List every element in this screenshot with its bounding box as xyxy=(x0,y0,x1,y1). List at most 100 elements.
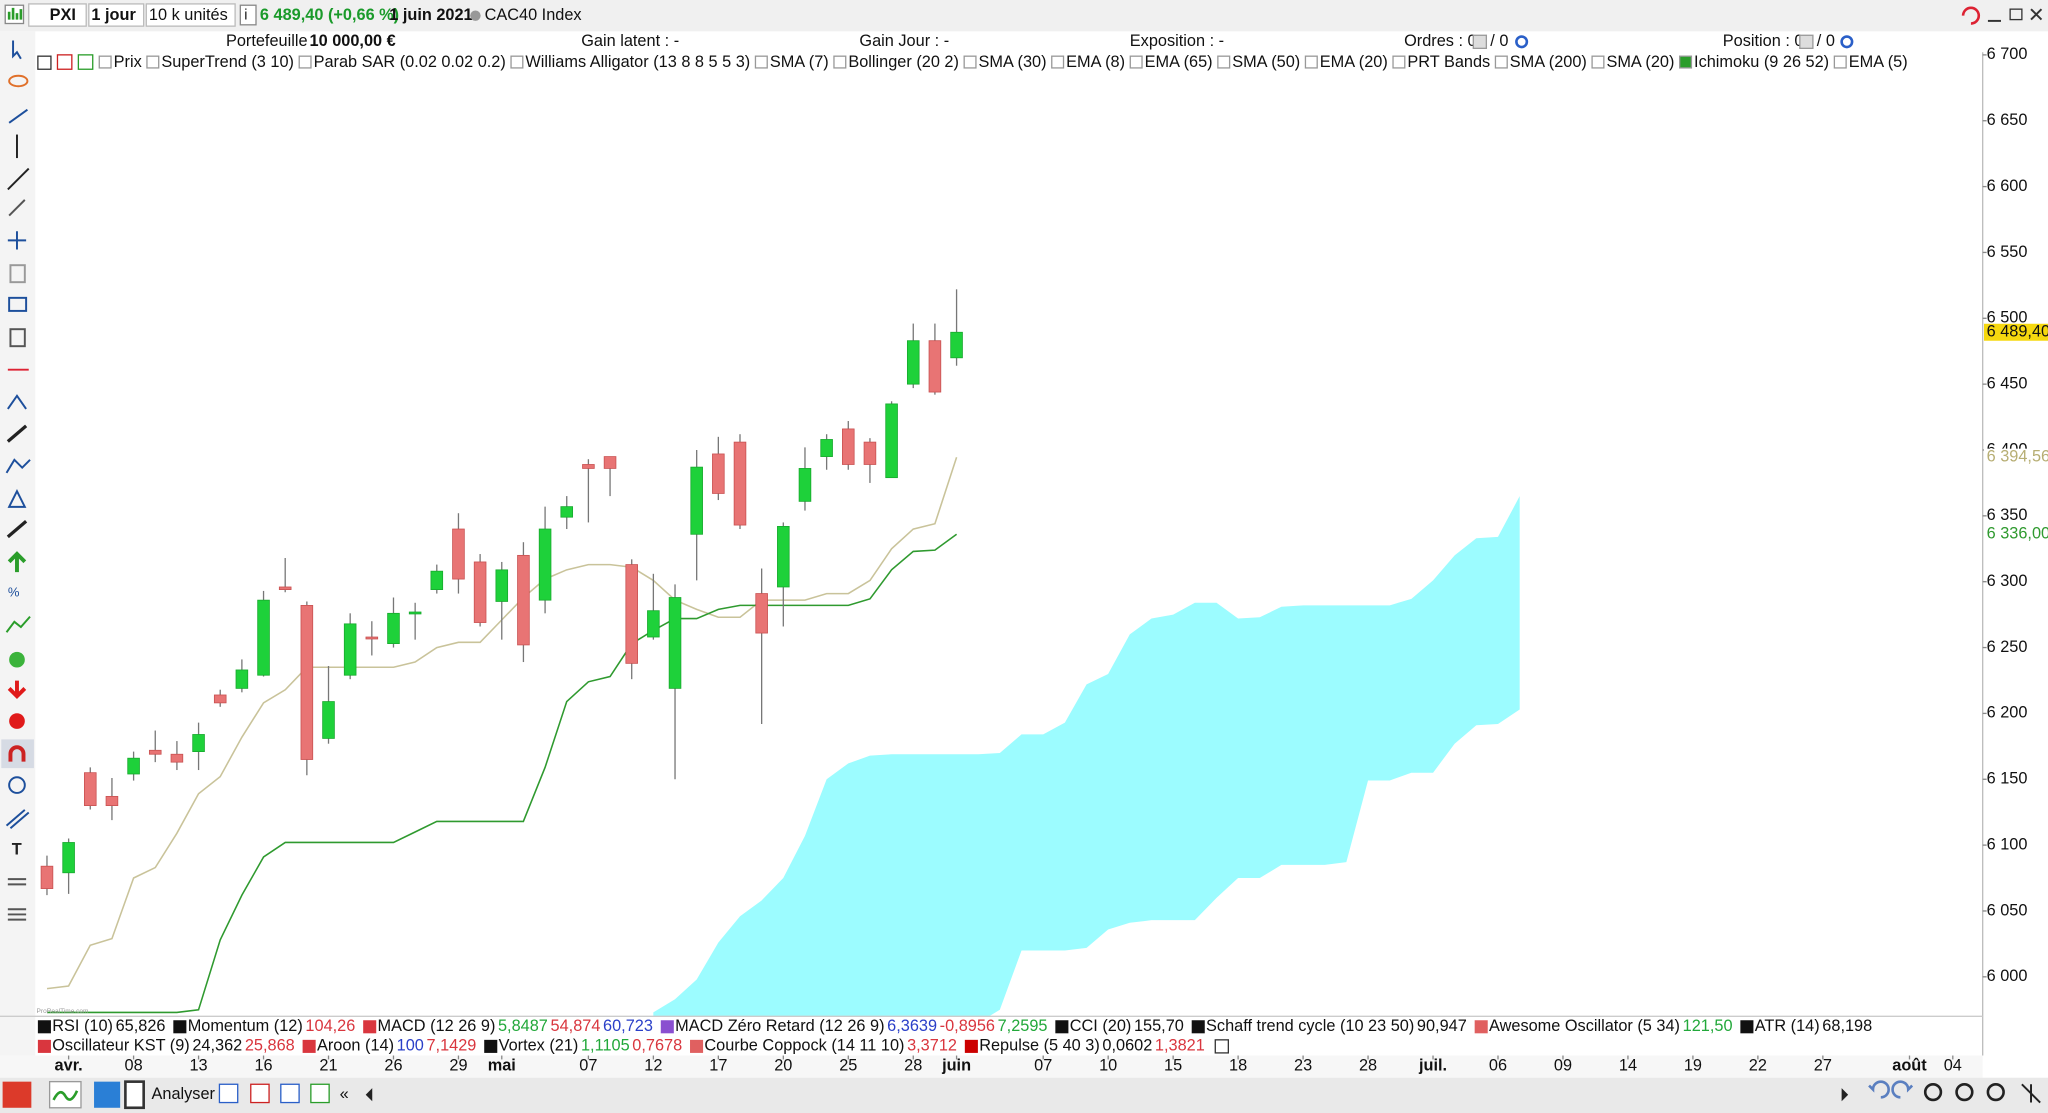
tool-lines[interactable] xyxy=(7,878,27,886)
indicator-name[interactable]: SMA (200) xyxy=(1510,53,1587,71)
share-button[interactable] xyxy=(94,1081,121,1108)
scroll-left[interactable] xyxy=(365,1088,373,1102)
indicator-checkbox[interactable] xyxy=(98,55,112,69)
panel-name[interactable]: Aroon (14) xyxy=(317,1037,394,1055)
quantity-field[interactable] xyxy=(145,3,236,27)
orders-button[interactable] xyxy=(250,1083,270,1104)
comment-button[interactable] xyxy=(218,1083,239,1104)
tool-cycle[interactable] xyxy=(8,776,26,794)
panel-name[interactable]: Vortex (21) xyxy=(499,1037,579,1055)
panel-swatch[interactable] xyxy=(37,1020,51,1034)
panel-swatch[interactable] xyxy=(302,1039,316,1053)
indicator-checkbox[interactable] xyxy=(146,55,160,69)
indicator-checkbox[interactable] xyxy=(963,55,977,69)
tool-triangle[interactable] xyxy=(7,488,27,508)
tool-move[interactable] xyxy=(7,231,27,250)
tool-trend[interactable] xyxy=(5,615,31,633)
analyse-button[interactable]: Analyser xyxy=(152,1085,216,1103)
indicator-checkbox[interactable] xyxy=(1591,55,1605,69)
restore-button[interactable] xyxy=(2009,8,2023,21)
panel-name[interactable]: RSI (10) xyxy=(52,1017,113,1035)
app-menu[interactable] xyxy=(2,1081,32,1108)
screener-button[interactable] xyxy=(280,1083,300,1104)
panel-name[interactable]: CCI (20) xyxy=(1070,1017,1132,1035)
collapse-button[interactable]: « xyxy=(340,1085,349,1103)
panel-swatch[interactable] xyxy=(173,1020,187,1034)
panel-swatch[interactable] xyxy=(690,1039,704,1053)
zoom-in-button[interactable] xyxy=(1986,1082,2005,1102)
indicator-checkbox[interactable] xyxy=(298,55,312,69)
close-button[interactable] xyxy=(2030,8,2043,21)
layout-button[interactable] xyxy=(124,1080,145,1110)
undo-button[interactable] xyxy=(1868,1080,1890,1099)
tool-fibo[interactable] xyxy=(7,394,27,410)
crosshair-button[interactable] xyxy=(2021,1083,2041,1104)
tool-segment[interactable] xyxy=(8,108,28,124)
position-icon[interactable] xyxy=(1799,34,1814,49)
indicator-name[interactable]: EMA (20) xyxy=(1320,53,1388,71)
tool-thumb-down[interactable] xyxy=(9,713,25,729)
panel-name[interactable]: Schaff trend cycle (10 23 50) xyxy=(1206,1017,1414,1035)
panel-name[interactable]: Momentum (12) xyxy=(188,1017,303,1035)
orders-settings[interactable] xyxy=(1515,35,1529,49)
tool-arrow[interactable] xyxy=(6,424,28,443)
panel-swatch[interactable] xyxy=(964,1039,978,1053)
zoom-box-button[interactable] xyxy=(1923,1082,1943,1102)
period-field[interactable] xyxy=(88,3,145,27)
position-settings[interactable] xyxy=(1840,35,1854,49)
indicator-name[interactable]: Ichimoku (9 26 52) xyxy=(1694,53,1829,71)
indicator-name[interactable]: Bollinger (20 2) xyxy=(848,53,959,71)
indicator-name[interactable]: SMA (20) xyxy=(1606,53,1674,71)
indicator-name[interactable]: Parab SAR (0.02 0.02 0.2) xyxy=(314,53,506,71)
indicator-name[interactable]: EMA (5) xyxy=(1849,53,1908,71)
panel-swatch[interactable] xyxy=(37,1039,51,1053)
panel-swatch[interactable] xyxy=(1055,1020,1069,1034)
indicator-checkbox[interactable] xyxy=(1217,55,1231,69)
tool-line[interactable] xyxy=(7,167,30,191)
panel-name[interactable]: MACD Zéro Retard (12 26 9) xyxy=(675,1017,884,1035)
panel-swatch[interactable] xyxy=(1474,1020,1488,1034)
indicator-up[interactable] xyxy=(77,54,94,70)
indicator-name[interactable]: EMA (65) xyxy=(1145,53,1213,71)
tool-pointer[interactable] xyxy=(12,40,22,60)
indicator-checkbox[interactable] xyxy=(1494,55,1508,69)
panel-swatch[interactable] xyxy=(484,1039,498,1053)
panel-name[interactable]: Repulse (5 40 3) xyxy=(979,1037,1100,1055)
panel-window-button[interactable] xyxy=(1214,1039,1229,1054)
tool-sell[interactable] xyxy=(7,680,27,700)
indicator-checkbox[interactable] xyxy=(1129,55,1143,69)
indicator-name[interactable]: SMA (30) xyxy=(979,53,1047,71)
panel-swatch[interactable] xyxy=(363,1020,377,1034)
tool-text[interactable]: T xyxy=(12,841,22,859)
indicator-name[interactable]: EMA (8) xyxy=(1066,53,1125,71)
indicator-name[interactable]: PRT Bands xyxy=(1407,53,1490,71)
panel-swatch[interactable] xyxy=(1740,1020,1754,1034)
backtest-button[interactable] xyxy=(310,1083,330,1104)
tool-thumb-up[interactable] xyxy=(9,651,25,668)
tool-channel[interactable] xyxy=(5,809,30,829)
tool-magnet[interactable] xyxy=(8,745,26,762)
panel-swatch[interactable] xyxy=(1191,1020,1205,1034)
panel-name[interactable]: Awesome Oscillator (5 34) xyxy=(1489,1017,1680,1035)
tool-arrow-2[interactable] xyxy=(6,519,28,539)
panel-name[interactable]: Courbe Coppock (14 11 10) xyxy=(704,1037,904,1055)
indicator-name[interactable]: Prix xyxy=(114,53,142,71)
panel-swatch[interactable] xyxy=(660,1020,674,1034)
tool-percent[interactable]: % xyxy=(8,585,20,600)
tool-delete[interactable] xyxy=(9,328,26,348)
tool-buy[interactable] xyxy=(7,551,27,573)
tool-copy[interactable] xyxy=(9,264,26,284)
tool-ellipse[interactable] xyxy=(8,74,29,88)
indicator-name[interactable]: SuperTrend (3 10) xyxy=(161,53,294,71)
tool-fan[interactable] xyxy=(5,458,31,474)
symbol-field[interactable] xyxy=(28,3,87,27)
indicator-name[interactable]: SMA (50) xyxy=(1232,53,1300,71)
info-button[interactable] xyxy=(239,4,257,26)
indicator-checkbox[interactable] xyxy=(754,55,768,69)
indicator-checkbox[interactable] xyxy=(510,55,524,69)
indicator-checkbox[interactable] xyxy=(1679,55,1693,69)
panel-name[interactable]: ATR (14) xyxy=(1755,1017,1820,1035)
zoom-out-button[interactable] xyxy=(1955,1082,1974,1102)
indicator-name[interactable]: Williams Alligator (13 8 8 5 5 3) xyxy=(525,53,750,71)
tool-list[interactable] xyxy=(7,908,27,921)
